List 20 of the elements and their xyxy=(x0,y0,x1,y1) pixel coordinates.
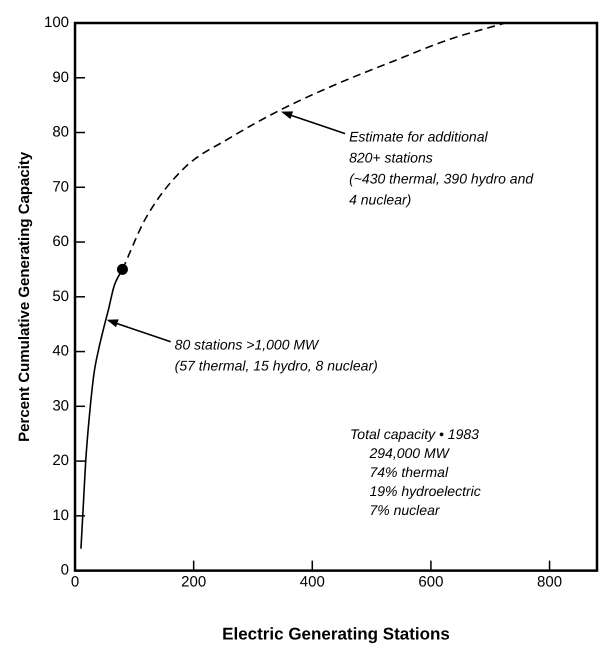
y-tick-label: 40 xyxy=(52,342,70,360)
x-axis-title: Electric Generating Stations xyxy=(222,624,450,644)
y-tick-label: 90 xyxy=(52,68,70,86)
y-tick-label: 30 xyxy=(52,397,70,414)
y-tick-label: 70 xyxy=(52,178,70,196)
y-tick-label: 80 xyxy=(52,124,70,141)
y-tick-label: 10 xyxy=(52,506,70,524)
annotation: 80 stations >1,000 MW (57 thermal, 15 hydro, 8 nuclear) xyxy=(174,336,378,374)
annotation: Total capacity • 1983 294,000 MW 74% thermal 19% hydroelectric 7% nuclear xyxy=(350,426,481,518)
x-tick-label: 800 xyxy=(537,574,562,591)
y-tick-label: 100 xyxy=(44,14,70,32)
y-tick-label: 60 xyxy=(52,233,70,250)
x-tick-label: 200 xyxy=(181,574,206,591)
x-tick-label: 600 xyxy=(418,574,444,591)
annotation: Estimate for additional 820+ stations (~430 thermal, 390 hydro and 4 nuclear) xyxy=(349,128,534,208)
y-tick-label: 50 xyxy=(52,288,70,305)
x-tick-label: 400 xyxy=(300,574,325,591)
y-tick-label: 20 xyxy=(52,452,70,470)
y-axis-title: Percent Cumulative Generating Capacity xyxy=(16,151,34,442)
y-tick-label: 0 xyxy=(60,562,70,579)
